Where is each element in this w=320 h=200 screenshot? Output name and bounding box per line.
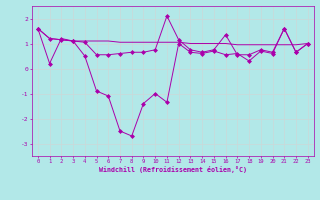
X-axis label: Windchill (Refroidissement éolien,°C): Windchill (Refroidissement éolien,°C) [99,166,247,173]
